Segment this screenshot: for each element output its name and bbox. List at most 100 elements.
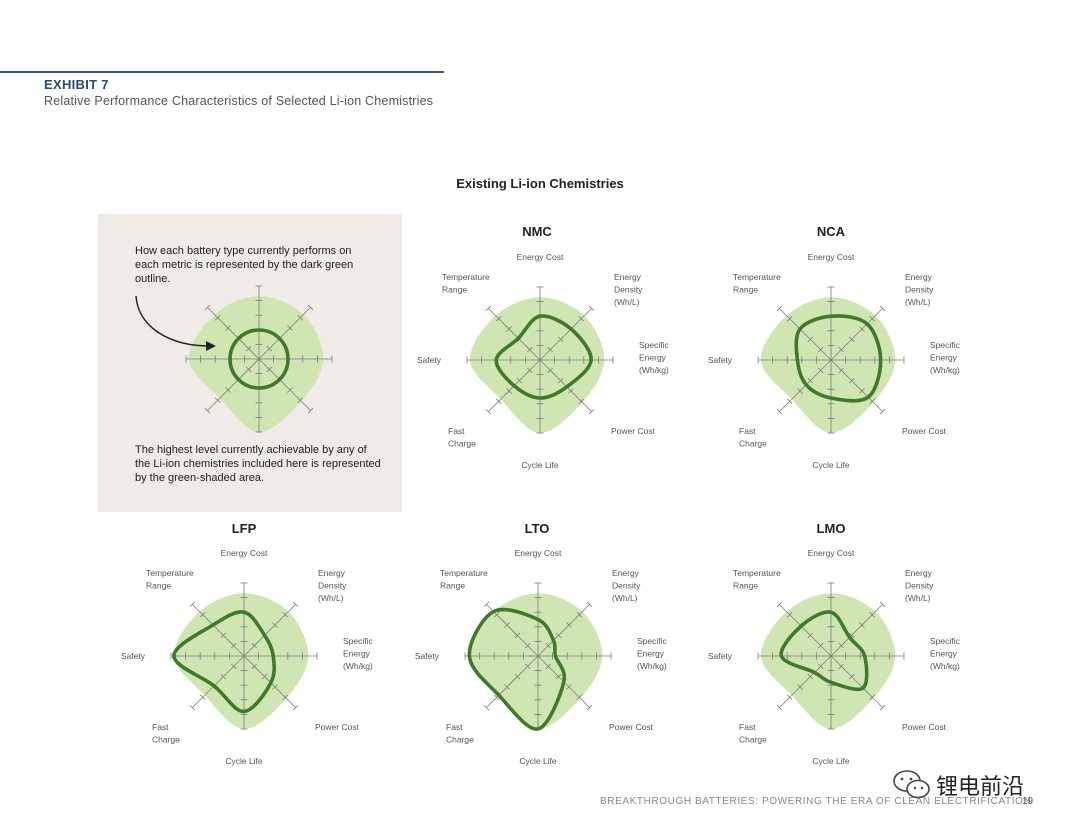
radar-lto-axis-tick xyxy=(504,622,510,628)
radar-lfp-axis-label: Power Cost xyxy=(315,722,360,732)
radar-lmo-axis-tick xyxy=(807,632,814,639)
legend-max-area xyxy=(188,296,324,433)
radar-lfp-axis-tick xyxy=(230,642,237,649)
legend-axis-line xyxy=(258,358,311,411)
legend-axis-line xyxy=(258,307,311,360)
radar-lmo-axis-tick xyxy=(786,694,793,701)
radar-nca-axis-line xyxy=(830,359,883,412)
radar-nmc-axis-tick xyxy=(547,367,554,374)
legend-current-outline xyxy=(228,328,290,390)
radar-lto-axis-line xyxy=(537,604,590,657)
legend-axis-tick xyxy=(287,325,293,331)
radar-chart-nca: Energy Cost Energy Density (Wh/L) Specific En… xyxy=(708,252,961,470)
radar-lmo-axis-label: Cycle Life xyxy=(812,756,850,766)
legend-axis-tick xyxy=(225,387,231,393)
radar-nca-axis-tick xyxy=(797,388,803,394)
radar-nca-axis-label: Energy Density (Wh/L) xyxy=(905,272,934,307)
radar-lto-axis-label: Specific Energy (Wh/kg) xyxy=(637,636,668,671)
legend-axis-tick xyxy=(266,345,273,352)
chart-title-lfp: LFP xyxy=(231,521,257,536)
radar-lfp-current-outline xyxy=(172,610,277,714)
radar-nmc-axis-tick xyxy=(506,388,512,394)
legend-arrow-head xyxy=(206,341,216,351)
radar-nca-axis-tick xyxy=(869,315,876,322)
radar-lmo-axis-label: Specific Energy (Wh/kg) xyxy=(930,636,961,671)
radar-nmc-axis-label: Fast Charge xyxy=(448,426,476,449)
radar-nmc-axis-tick xyxy=(557,336,564,343)
radar-lmo-axis-tick xyxy=(848,632,855,639)
radar-lfp-axis-tick xyxy=(251,642,258,649)
radar-lmo-axis-line xyxy=(779,604,832,657)
radar-lmo-axis-line xyxy=(830,655,883,708)
radar-lto-axis-tick xyxy=(545,663,552,670)
radar-lto-axis-tick xyxy=(514,673,521,680)
radar-lmo-axis-tick xyxy=(776,601,783,608)
radar-lto-axis-tick xyxy=(514,632,521,639)
radar-lfp-axis-tick xyxy=(251,663,258,670)
radar-lto-axis-tick xyxy=(586,601,593,608)
radar-lto-axis-line xyxy=(486,604,539,657)
radar-lfp-axis-tick xyxy=(292,704,299,711)
radar-lmo-axis-tick xyxy=(859,622,865,628)
radar-lfp-axis-tick xyxy=(272,684,278,690)
radar-lfp-axis-tick xyxy=(282,694,289,701)
radar-lmo-axis-label: Safety xyxy=(708,651,733,661)
radar-nca-axis-label: Energy Cost xyxy=(808,252,855,262)
radar-nmc-axis-label: Cycle Life xyxy=(521,460,559,470)
radar-lto-axis-tick xyxy=(576,694,583,701)
radar-nca-axis-label: Cycle Life xyxy=(812,460,850,470)
radar-lmo-axis-tick xyxy=(869,611,876,618)
radar-nca-axis-tick xyxy=(879,408,886,415)
radar-lfp-axis-label: Safety xyxy=(121,651,146,661)
radar-nca-axis-tick xyxy=(786,315,793,322)
radar-nca-axis-label: Specific Energy (Wh/kg) xyxy=(930,340,961,375)
radar-lto-axis-tick xyxy=(504,684,510,690)
legend-axis-tick xyxy=(245,345,252,352)
radar-nca-axis-label: Safety xyxy=(708,355,733,365)
legend-axis-tick xyxy=(297,397,304,404)
radar-lto-max-area xyxy=(467,593,603,730)
radar-nmc-axis-tick xyxy=(485,305,492,312)
radar-lfp-axis-tick xyxy=(199,694,206,701)
radar-lto-axis-label: Energy Density (Wh/L) xyxy=(612,568,641,603)
radar-lto-axis-label: Fast Charge xyxy=(446,722,474,745)
radar-lmo-axis-tick xyxy=(817,663,824,670)
radar-lmo-axis-tick xyxy=(848,673,855,680)
radar-nmc-axis-line xyxy=(539,308,592,361)
radar-nca-axis-label: Fast Charge xyxy=(739,426,767,449)
radar-lto-axis-tick xyxy=(555,673,562,680)
radar-lmo-max-area xyxy=(760,593,896,730)
radar-lmo-axis-label: Energy Cost xyxy=(808,548,855,558)
chart-title-lto: LTO xyxy=(524,521,550,536)
radar-nmc-axis-tick xyxy=(557,377,564,384)
watermark: 锂电前沿 xyxy=(892,768,1024,802)
radar-lfp-axis-line xyxy=(243,604,296,657)
radar-lfp-axis-line xyxy=(192,655,245,708)
radar-nmc-axis-tick xyxy=(526,346,533,353)
chart-title-nmc: NMC xyxy=(522,224,552,239)
radar-nca-axis-label: Temperature Range xyxy=(733,272,781,295)
radar-nmc-axis-tick xyxy=(568,388,574,394)
radar-chart-nmc: Energy Cost Energy Density (Wh/L) Specific En… xyxy=(417,252,670,470)
radar-lfp-axis-tick xyxy=(292,601,299,608)
radar-nmc-axis-tick xyxy=(506,326,512,332)
radar-nmc-axis-label: Power Cost xyxy=(611,426,656,436)
radar-lmo-axis-tick xyxy=(817,642,824,649)
radar-lto-axis-tick xyxy=(566,622,572,628)
radar-lfp-axis-tick xyxy=(189,601,196,608)
radar-lto-axis-tick xyxy=(483,704,490,711)
legend-axis-tick xyxy=(245,366,252,373)
radar-lfp-axis-tick xyxy=(220,632,227,639)
radar-lfp-axis-tick xyxy=(272,622,278,628)
radar-nmc-axis-label: Energy Cost xyxy=(517,252,564,262)
radar-lmo-axis-tick xyxy=(786,611,793,618)
radar-nmc-axis-label: Specific Energy (Wh/kg) xyxy=(639,340,670,375)
radar-nmc-axis-tick xyxy=(578,398,585,405)
radar-nca-axis-tick xyxy=(776,408,783,415)
legend-axis-tick xyxy=(287,387,293,393)
legend-axis-line xyxy=(207,307,260,360)
radar-lmo-axis-tick xyxy=(879,704,886,711)
legend-diagram xyxy=(135,285,333,433)
radar-lto-axis-tick xyxy=(545,642,552,649)
radar-nca-axis-line xyxy=(830,308,883,361)
